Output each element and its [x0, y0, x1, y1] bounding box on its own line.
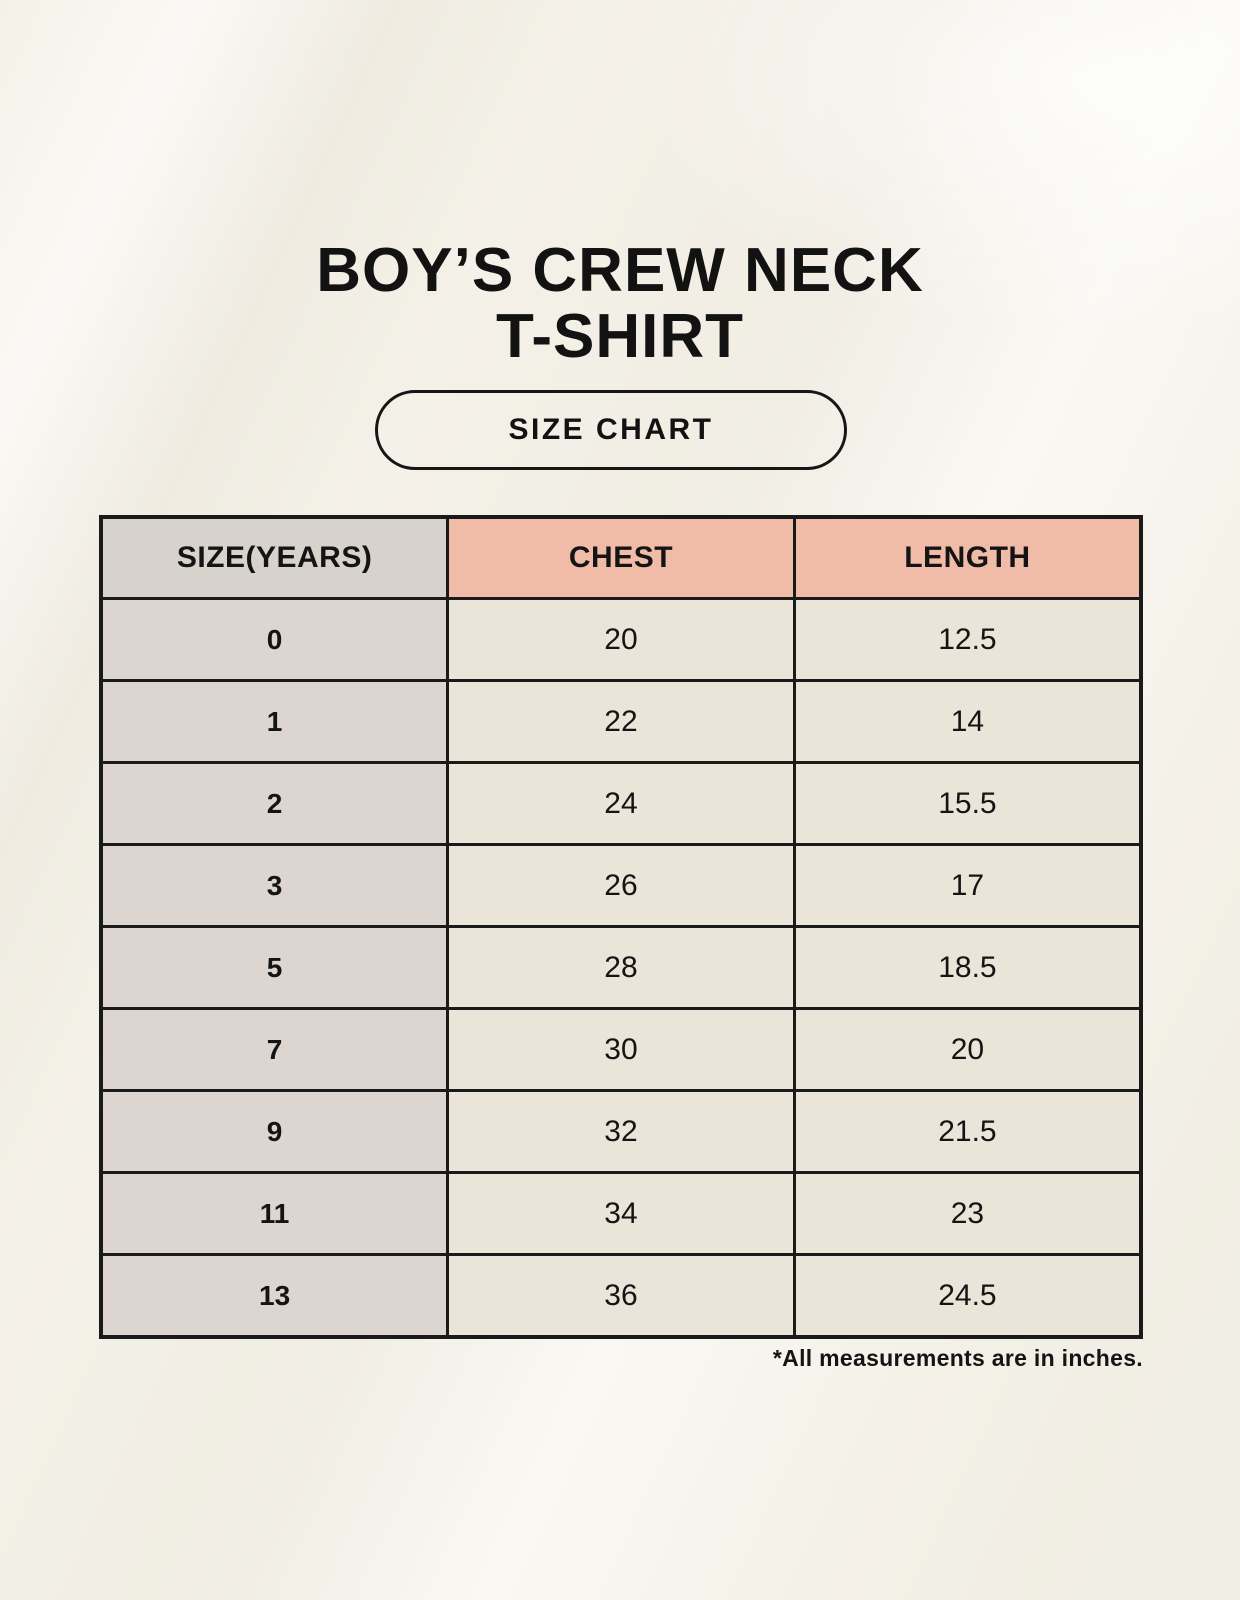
- size-cell: 1: [99, 679, 450, 764]
- table-row: 11 34 23: [99, 1171, 1143, 1256]
- length-cell: 23: [792, 1171, 1143, 1256]
- length-cell: 14: [792, 679, 1143, 764]
- page-title-line1: BOY’S CREW NECK: [316, 235, 924, 305]
- size-cell: 3: [99, 843, 450, 928]
- chest-cell: 22: [446, 679, 796, 764]
- table-row: 1 22 14: [99, 679, 1143, 764]
- page-title: BOY’S CREW NECK T-SHIRT: [0, 235, 1240, 372]
- chest-cell: 28: [446, 925, 796, 1010]
- column-header-size: SIZE(YEARS): [99, 515, 450, 600]
- table-row: 3 26 17: [99, 843, 1143, 928]
- size-cell: 5: [99, 925, 450, 1010]
- size-chart-table: SIZE(YEARS) CHEST LENGTH 0 20 12.5 1 22 …: [99, 515, 1143, 1339]
- chest-cell: 30: [446, 1007, 796, 1092]
- measurements-footnote: *All measurements are in inches.: [772, 1345, 1143, 1371]
- column-header-chest: CHEST: [446, 515, 796, 600]
- length-cell: 12.5: [792, 597, 1143, 682]
- length-cell: 24.5: [792, 1253, 1143, 1339]
- length-cell: 20: [792, 1007, 1143, 1092]
- chest-cell: 26: [446, 843, 796, 928]
- chest-cell: 24: [446, 761, 796, 846]
- table-row: 13 36 24.5: [99, 1253, 1143, 1339]
- chest-cell: 20: [446, 597, 796, 682]
- chest-cell: 34: [446, 1171, 796, 1256]
- size-cell: 0: [99, 597, 450, 682]
- length-cell: 21.5: [792, 1089, 1143, 1174]
- size-cell: 9: [99, 1089, 450, 1174]
- table-row: 7 30 20: [99, 1007, 1143, 1092]
- size-cell: 13: [99, 1253, 450, 1339]
- size-cell: 11: [99, 1171, 450, 1256]
- chest-cell: 32: [446, 1089, 796, 1174]
- size-cell: 7: [99, 1007, 450, 1092]
- table-row: 2 24 15.5: [99, 761, 1143, 846]
- size-chart-badge[interactable]: SIZE CHART: [375, 390, 847, 470]
- table-header-row: SIZE(YEARS) CHEST LENGTH: [99, 515, 1143, 600]
- size-cell: 2: [99, 761, 450, 846]
- chest-cell: 36: [446, 1253, 796, 1339]
- length-cell: 17: [792, 843, 1143, 928]
- page-title-line2: T-SHIRT: [495, 302, 745, 372]
- table-row: 0 20 12.5: [99, 597, 1143, 682]
- length-cell: 15.5: [792, 761, 1143, 846]
- size-chart-badge-label: SIZE CHART: [508, 413, 714, 446]
- table-row: 5 28 18.5: [99, 925, 1143, 1010]
- table-row: 9 32 21.5: [99, 1089, 1143, 1174]
- column-header-length: LENGTH: [792, 515, 1143, 600]
- length-cell: 18.5: [792, 925, 1143, 1010]
